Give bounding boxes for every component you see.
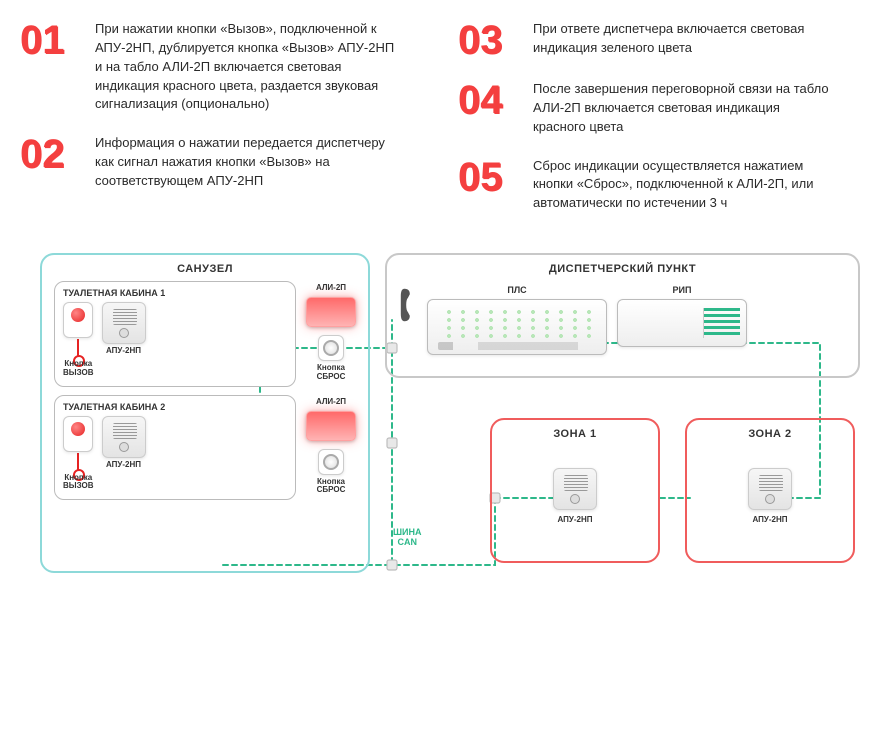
reset-button-device: Кнопка СБРОС (317, 449, 346, 496)
apu-icon (102, 416, 146, 458)
rip-icon (617, 299, 747, 347)
ali-icon (306, 297, 356, 327)
step-text: Информация о нажатии передается диспетче… (95, 134, 395, 191)
cabin-2-title: ТУАЛЕТНАЯ КАБИНА 2 (63, 402, 287, 412)
apu-icon (102, 302, 146, 344)
pls-icon (427, 299, 607, 355)
pls-label: ПЛС (507, 285, 526, 295)
apu-icon (553, 468, 597, 510)
cabin-2: ТУАЛЕТНАЯ КАБИНА 2 Кнопка ВЫЗОВ АПУ-2НП (54, 395, 296, 501)
step-number: 02 (20, 134, 80, 174)
zone-1-title: ЗОНА 1 (504, 428, 646, 440)
call-button-device: Кнопка ВЫЗОВ (63, 416, 94, 492)
zone-2-title: ЗОНА 2 (699, 428, 841, 440)
pull-cord-icon (77, 339, 79, 357)
call-button-icon (63, 302, 93, 338)
ali-device: АЛИ-2П (306, 397, 356, 441)
apu-device: АПУ-2НП (102, 302, 146, 356)
apu-label: АПУ-2НП (752, 516, 787, 525)
dispatch-title: ДИСПЕТЧЕРСКИЙ ПУНКТ (399, 263, 846, 275)
cabin-1: ТУАЛЕТНАЯ КАБИНА 1 Кнопка ВЫЗОВ АПУ-2НП (54, 281, 296, 387)
call-button-device: Кнопка ВЫЗОВ (63, 302, 94, 378)
steps-left-column: 01 При нажатии кнопки «Вызов», подключен… (20, 20, 418, 233)
step-03: 03 При ответе диспетчера включается свет… (458, 20, 856, 60)
pls-device: ПЛС (427, 285, 607, 355)
apu-label: АПУ-2НП (106, 347, 141, 356)
reset-button-label: Кнопка СБРОС (317, 478, 346, 496)
reset-button-icon (318, 335, 344, 361)
system-diagram: САНУЗЕЛ ТУАЛЕТНАЯ КАБИНА 1 Кнопка ВЫЗОВ … (0, 243, 896, 583)
steps-section: 01 При нажатии кнопки «Вызов», подключен… (0, 0, 896, 243)
steps-right-column: 03 При ответе диспетчера включается свет… (458, 20, 856, 233)
bus-can-label: ШИНА CAN (393, 528, 422, 548)
reset-button-device: Кнопка СБРОС (317, 335, 346, 382)
zone-2-panel: ЗОНА 2 АПУ-2НП (685, 418, 855, 563)
step-01: 01 При нажатии кнопки «Вызов», подключен… (20, 20, 418, 114)
step-05: 05 Сброс индикации осуществляется нажати… (458, 157, 856, 214)
rip-label: РИП (673, 285, 692, 295)
step-text: Сброс индикации осуществляется нажатием … (533, 157, 833, 214)
zone-1-panel: ЗОНА 1 АПУ-2НП (490, 418, 660, 563)
pull-cord-icon (77, 453, 79, 471)
ali-label: АЛИ-2П (316, 397, 346, 406)
ali-label: АЛИ-2П (316, 283, 346, 292)
apu-label: АПУ-2НП (106, 461, 141, 470)
step-number: 05 (458, 157, 518, 197)
step-number: 04 (458, 80, 518, 120)
step-02: 02 Информация о нажатии передается диспе… (20, 134, 418, 191)
dispatch-panel: ДИСПЕТЧЕРСКИЙ ПУНКТ ПЛС РИП (385, 253, 860, 378)
sanuzel-title: САНУЗЕЛ (54, 263, 356, 275)
step-number: 03 (458, 20, 518, 60)
handset-icon (399, 285, 417, 325)
reset-button-label: Кнопка СБРОС (317, 364, 346, 382)
call-button-label: Кнопка ВЫЗОВ (63, 360, 94, 378)
ali-device: АЛИ-2П (306, 283, 356, 327)
rip-device: РИП (617, 285, 747, 347)
reset-button-icon (318, 449, 344, 475)
apu-device: АПУ-2НП (102, 416, 146, 470)
call-button-icon (63, 416, 93, 452)
cabin-1-title: ТУАЛЕТНАЯ КАБИНА 1 (63, 288, 287, 298)
apu-icon (748, 468, 792, 510)
apu-label: АПУ-2НП (557, 516, 592, 525)
step-04: 04 После завершения переговорной связи н… (458, 80, 856, 137)
ali-icon (306, 411, 356, 441)
sanuzel-panel: САНУЗЕЛ ТУАЛЕТНАЯ КАБИНА 1 Кнопка ВЫЗОВ … (40, 253, 370, 573)
step-text: После завершения переговорной связи на т… (533, 80, 833, 137)
step-text: При нажатии кнопки «Вызов», подключенной… (95, 20, 395, 114)
step-text: При ответе диспетчера включается светова… (533, 20, 833, 58)
call-button-label: Кнопка ВЫЗОВ (63, 474, 94, 492)
step-number: 01 (20, 20, 80, 60)
